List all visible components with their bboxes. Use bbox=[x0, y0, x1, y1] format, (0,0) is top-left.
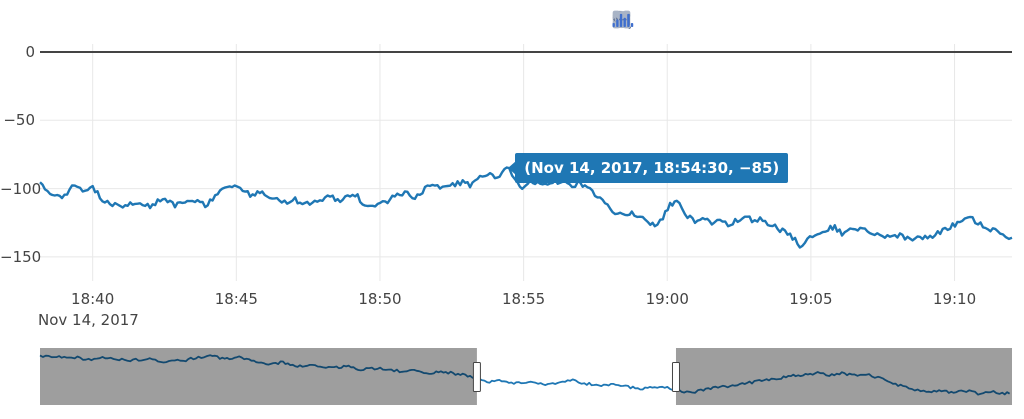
rangeslider-mask-left[interactable] bbox=[40, 348, 477, 405]
hover-compare-icon[interactable] bbox=[613, 9, 906, 35]
y-tick-label: −50 bbox=[3, 111, 35, 130]
series-line bbox=[39, 166, 1013, 249]
x-tick-label: 18:40 bbox=[71, 290, 115, 308]
hover-tooltip: (Nov 14, 2017, 18:54:30, −85) bbox=[508, 153, 789, 184]
tooltip-caret-icon bbox=[508, 161, 517, 176]
rangeslider-series-line bbox=[39, 354, 1011, 396]
x-tick-label: 18:55 bbox=[501, 290, 546, 308]
rangeslider-mask-right[interactable] bbox=[675, 348, 1012, 405]
zoom-out-icon[interactable] bbox=[613, 9, 766, 35]
plotly-logo-icon[interactable] bbox=[612, 9, 1018, 35]
reset-axes-icon[interactable] bbox=[612, 9, 816, 35]
x-tick-label: 18:45 bbox=[214, 290, 258, 308]
modebar bbox=[611, 9, 1018, 35]
y-tick-label: 0 bbox=[25, 43, 35, 61]
spikelines-icon[interactable] bbox=[613, 9, 856, 35]
x-tick-label: 19:10 bbox=[932, 290, 977, 308]
notebook-icon[interactable] bbox=[613, 9, 962, 35]
x-tick-label: 19:05 bbox=[789, 290, 833, 308]
autoscale-icon[interactable] bbox=[612, 9, 791, 35]
x-axis-date-label: Nov 14, 2017 bbox=[38, 311, 139, 329]
hover-closest-icon[interactable] bbox=[613, 9, 881, 35]
zoom-icon[interactable] bbox=[612, 9, 676, 35]
x-tick-label: 19:00 bbox=[645, 290, 689, 308]
tooltip-label: (Nov 14, 2017, 18:54:30, −85) bbox=[524, 159, 780, 178]
rangeslider-handle-left[interactable] bbox=[472, 362, 481, 392]
zoom-in-icon[interactable] bbox=[613, 9, 741, 35]
y-tick-label: −100 bbox=[0, 179, 42, 198]
y-tick-label: −150 bbox=[0, 247, 42, 266]
x-tick-label: 18:50 bbox=[358, 290, 402, 308]
rangeslider-handle-right[interactable] bbox=[671, 362, 680, 392]
pan-icon[interactable] bbox=[612, 9, 701, 35]
